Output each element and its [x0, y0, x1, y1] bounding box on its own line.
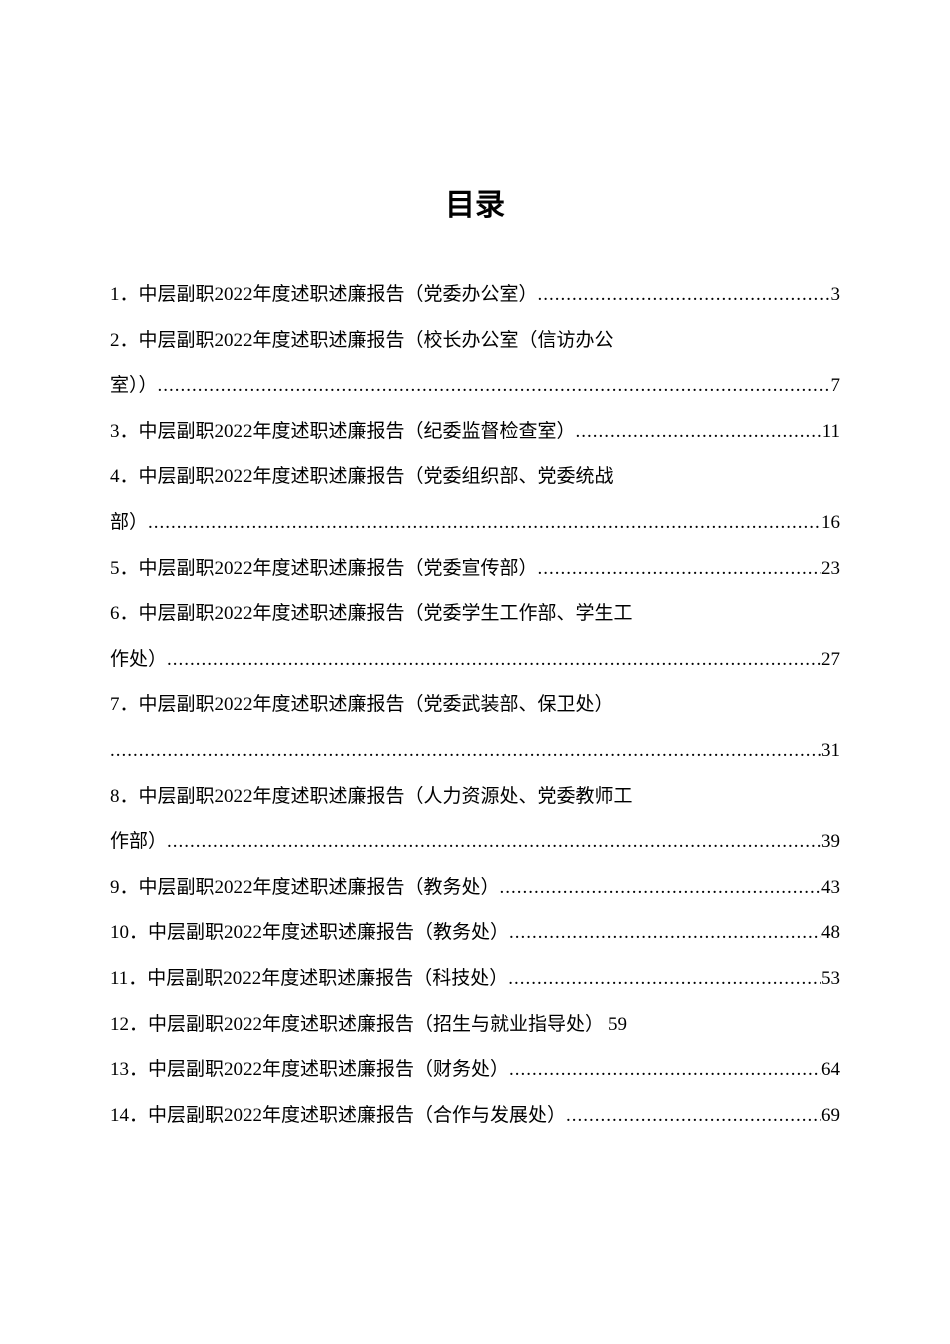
- toc-entry-continuation: 作部）: [110, 819, 167, 865]
- toc-entry-text: 8．中层副职2022年度述职述廉报告（人力资源处、党委教师工: [110, 774, 633, 820]
- toc-dots: ........................................…: [566, 1093, 821, 1139]
- toc-dots: ........................................…: [167, 819, 821, 865]
- toc-page-number: 27: [821, 637, 840, 683]
- toc-entry-text: 6．中层副职2022年度述职述廉报告（党委学生工作部、学生工: [110, 591, 633, 637]
- toc-entry-text: 3．中层副职2022年度述职述廉报告（纪委监督检查室）: [110, 409, 576, 455]
- toc-entry-text: 9．中层副职2022年度述职述廉报告（教务处）: [110, 865, 500, 911]
- toc-dots: ........................................…: [508, 956, 821, 1002]
- toc-entry: 2．中层副职2022年度述职述廉报告（校长办公室（信访办公室））........…: [110, 318, 840, 409]
- toc-page-number: 69: [821, 1093, 840, 1139]
- toc-dots: ........................................…: [576, 409, 822, 455]
- toc-entry: 9．中层副职2022年度述职述廉报告（教务处）.................…: [110, 865, 840, 911]
- toc-dots: ........................................…: [158, 363, 831, 409]
- toc-entry: 8．中层副职2022年度述职述廉报告（人力资源处、党委教师工作部）.......…: [110, 774, 840, 865]
- toc-entry: 10．中层副职2022年度述职述廉报告（教务处）................…: [110, 910, 840, 956]
- toc-entry-text: 4．中层副职2022年度述职述廉报告（党委组织部、党委统战: [110, 454, 614, 500]
- toc-title: 目录: [110, 180, 840, 224]
- toc-dots: ........................................…: [500, 865, 821, 911]
- toc-page-number: 39: [821, 819, 840, 865]
- toc-entry: 6．中层副职2022年度述职述廉报告（党委学生工作部、学生工作处）.......…: [110, 591, 840, 682]
- toc-entry: 14．中层副职2022年度述职述廉报告（合作与发展处）.............…: [110, 1093, 840, 1139]
- toc-dots: ........................................…: [538, 546, 821, 592]
- toc-dots: ........................................…: [167, 637, 821, 683]
- toc-page-number: 3: [831, 272, 841, 318]
- toc-entry: 3．中层副职2022年度述职述廉报告（纪委监督检查室）.............…: [110, 409, 840, 455]
- toc-entry: 7．中层副职2022年度述职述廉报告（党委武装部、保卫处）...........…: [110, 682, 840, 773]
- toc-page-number: 43: [821, 865, 840, 911]
- toc-entry: 11．中层副职2022年度述职述廉报告（科技处）................…: [110, 956, 840, 1002]
- toc-entry-continuation: 室））: [110, 363, 158, 409]
- toc-page-number: 23: [821, 546, 840, 592]
- toc-page-number: 48: [821, 910, 840, 956]
- toc-entry-text: 10．中层副职2022年度述职述廉报告（教务处）: [110, 910, 509, 956]
- toc-entry: 5．中层副职2022年度述职述廉报告（党委宣传部）...............…: [110, 546, 840, 592]
- toc-entry-text: 5．中层副职2022年度述职述廉报告（党委宣传部）: [110, 546, 538, 592]
- toc-dots: ........................................…: [509, 1047, 821, 1093]
- toc-entry-text: 13．中层副职2022年度述职述廉报告（财务处）: [110, 1047, 509, 1093]
- toc-page-number: 59: [608, 1002, 627, 1048]
- toc-dots: ........................................…: [110, 728, 821, 774]
- toc-entry: 4．中层副职2022年度述职述廉报告（党委组织部、党委统战部）.........…: [110, 454, 840, 545]
- toc-entry: 1．中层副职2022年度述职述廉报告（党委办公室）...............…: [110, 272, 840, 318]
- toc-entry: 13．中层副职2022年度述职述廉报告（财务处）................…: [110, 1047, 840, 1093]
- toc-entry-text: 11．中层副职2022年度述职述廉报告（科技处）: [110, 956, 508, 1002]
- toc-page-number: 53: [821, 956, 840, 1002]
- toc-dots: ........................................…: [538, 272, 831, 318]
- toc-page-number: 16: [821, 500, 840, 546]
- toc-dots: ........................................…: [509, 910, 821, 956]
- toc-entry-continuation: 部）: [110, 500, 148, 546]
- toc-page-number: 31: [821, 728, 840, 774]
- toc-entry-text: 7．中层副职2022年度述职述廉报告（党委武装部、保卫处）: [110, 682, 614, 728]
- toc-entry-text: 12．中层副职2022年度述职述廉报告（招生与就业指导处）: [110, 1002, 604, 1048]
- table-of-contents: 1．中层副职2022年度述职述廉报告（党委办公室）...............…: [110, 272, 840, 1138]
- toc-entry: 12．中层副职2022年度述职述廉报告（招生与就业指导处）59: [110, 1002, 840, 1048]
- toc-dots: ........................................…: [148, 500, 821, 546]
- toc-entry-text: 2．中层副职2022年度述职述廉报告（校长办公室（信访办公: [110, 318, 614, 364]
- toc-entry-text: 1．中层副职2022年度述职述廉报告（党委办公室）: [110, 272, 538, 318]
- toc-page-number: 7: [831, 363, 841, 409]
- toc-entry-continuation: 作处）: [110, 637, 167, 683]
- toc-entry-text: 14．中层副职2022年度述职述廉报告（合作与发展处）: [110, 1093, 566, 1139]
- toc-page-number: 11: [822, 409, 840, 455]
- toc-page-number: 64: [821, 1047, 840, 1093]
